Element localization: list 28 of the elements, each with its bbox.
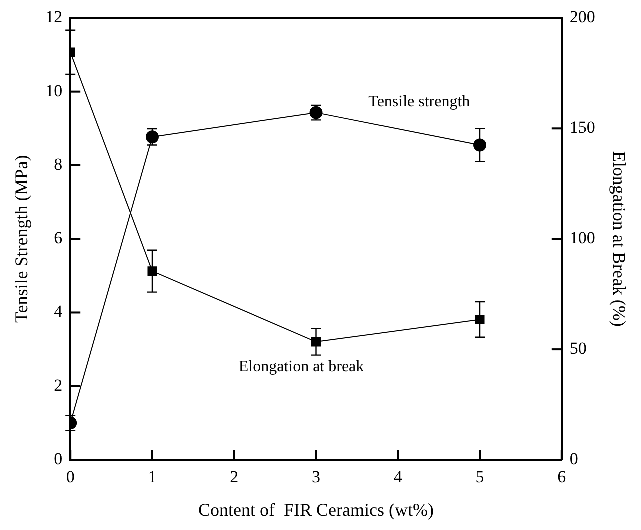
x-tick-label: 0 [66,468,75,487]
y-tick-label: 12 [46,8,63,27]
point [148,266,158,276]
y-tick-label: 2 [54,376,63,395]
annotation: Tensile strength [368,93,470,110]
y-tick-label: 8 [54,154,63,174]
x-tick-label: 3 [312,468,320,487]
y-tick-label: 10 [46,81,63,100]
y-axis-title: Tensile Strength (MPa) [12,155,32,323]
point [474,138,487,152]
x-tick-label: 1 [148,468,157,487]
point [312,337,321,347]
y-tick-label: 6 [54,228,63,248]
annotation: Elongation at break [238,358,364,376]
x-tick-label: 2 [230,468,239,487]
y2-tick-label: 50 [570,339,587,358]
y2-tick-label: 150 [570,118,596,138]
y2-tick-label: 100 [570,228,596,248]
x-tick-label: 4 [394,468,403,487]
x-tick-label: 5 [476,468,484,487]
y2-axis-title: Elongation at Break (%) [609,151,630,327]
y2-tick-label: 0 [570,449,578,468]
x-tick-label: 6 [558,468,566,487]
x-axis-title: Content of FIR Ceramics (wt%) [198,500,434,520]
y2-tick-label: 200 [570,8,596,27]
point [475,314,485,324]
y-tick-label: 4 [54,302,64,322]
y-tick-label: 0 [54,449,63,468]
